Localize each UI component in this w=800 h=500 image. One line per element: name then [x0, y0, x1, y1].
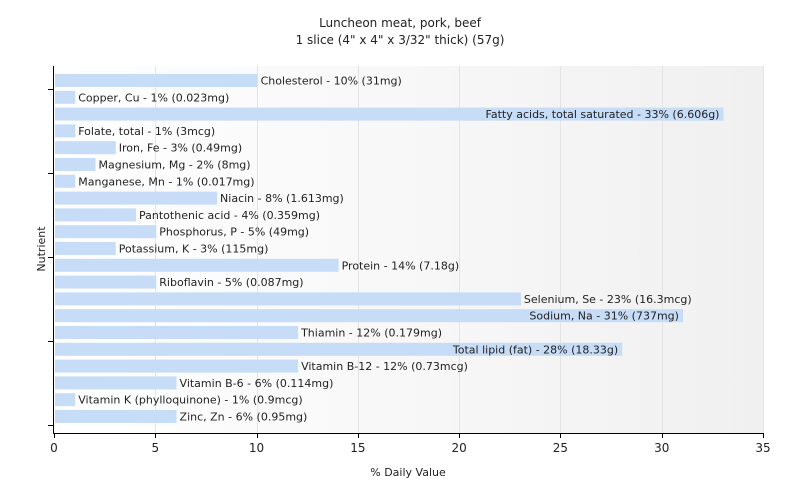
bar-label: Iron, Fe - 3% (0.49mg)	[119, 142, 242, 155]
x-tick-label: 5	[151, 441, 159, 455]
bar-label: Protein - 14% (7.18g)	[342, 259, 460, 272]
bar	[55, 158, 96, 171]
bar-labels: Cholesterol - 10% (31mg) Copper, Cu - 1% …	[78, 75, 719, 424]
bar	[55, 359, 299, 373]
bars	[55, 74, 724, 423]
bar	[55, 74, 258, 87]
bar-label: Potassium, K - 3% (115mg)	[119, 243, 269, 256]
bar	[55, 292, 521, 306]
bar-label: Vitamin B-6 - 6% (0.114mg)	[180, 377, 334, 390]
bar-label: Vitamin B-12 - 12% (0.73mcg)	[301, 360, 468, 373]
bar	[55, 208, 137, 222]
chart-title: Luncheon meat, pork, beef	[319, 16, 481, 30]
bar-label: Copper, Cu - 1% (0.023mg)	[78, 91, 229, 104]
bar	[55, 107, 724, 121]
bar-label: Sodium, Na - 31% (737mg)	[529, 310, 679, 323]
bar	[55, 376, 177, 390]
x-tick-label: 10	[249, 441, 264, 455]
bar	[55, 326, 299, 339]
bar-label: Niacin - 8% (1.613mg)	[220, 192, 344, 205]
bar	[55, 410, 177, 423]
x-tick-label: 35	[755, 441, 770, 455]
bar	[55, 275, 157, 289]
bar-label: Zinc, Zn - 6% (0.95mg)	[180, 411, 308, 424]
bar-label: Fatty acids, total saturated - 33% (6.60…	[486, 108, 720, 121]
x-tick-label: 30	[654, 441, 669, 455]
bar	[55, 393, 76, 407]
bar	[55, 90, 76, 104]
bar-label: Magnesium, Mg - 2% (8mg)	[99, 159, 251, 172]
bar-label: Selenium, Se - 23% (16.3mcg)	[524, 293, 692, 306]
bar-label: Riboflavin - 5% (0.087mg)	[159, 276, 303, 289]
bar-label: Thiamin - 12% (0.179mg)	[300, 327, 442, 340]
bar	[55, 309, 683, 323]
grid-lines	[155, 66, 764, 433]
bar-label: Total lipid (fat) - 28% (18.33g)	[452, 343, 618, 356]
bar	[55, 342, 623, 356]
bar-label: Vitamin K (phylloquinone) - 1% (0.9mcg)	[78, 394, 302, 407]
bar	[55, 191, 218, 205]
axes: 0 5 10 15 20 25 30 35	[48, 66, 771, 455]
bar-label: Manganese, Mn - 1% (0.017mg)	[78, 175, 254, 188]
x-tick-label: 20	[452, 441, 467, 455]
bar	[55, 225, 157, 239]
x-tick-label: 15	[350, 441, 365, 455]
bar-label: Pantothenic acid - 4% (0.359mg)	[139, 209, 320, 222]
bar	[55, 124, 76, 138]
bar-label: Cholesterol - 10% (31mg)	[261, 75, 402, 88]
bar-label: Phosphorus, P - 5% (49mg)	[159, 226, 309, 239]
bar	[55, 258, 339, 272]
bar-label: Folate, total - 1% (3mcg)	[78, 125, 215, 138]
bar	[55, 174, 76, 188]
y-axis-title: Nutrient	[35, 226, 48, 272]
x-axis-title: % Daily Value	[370, 466, 446, 479]
bar	[55, 242, 116, 255]
x-tick-label: 25	[553, 441, 568, 455]
chart-subtitle: 1 slice (4" x 4" x 3/32" thick) (57g)	[295, 33, 505, 47]
x-tick-label: 0	[50, 441, 58, 455]
bar	[55, 141, 116, 155]
